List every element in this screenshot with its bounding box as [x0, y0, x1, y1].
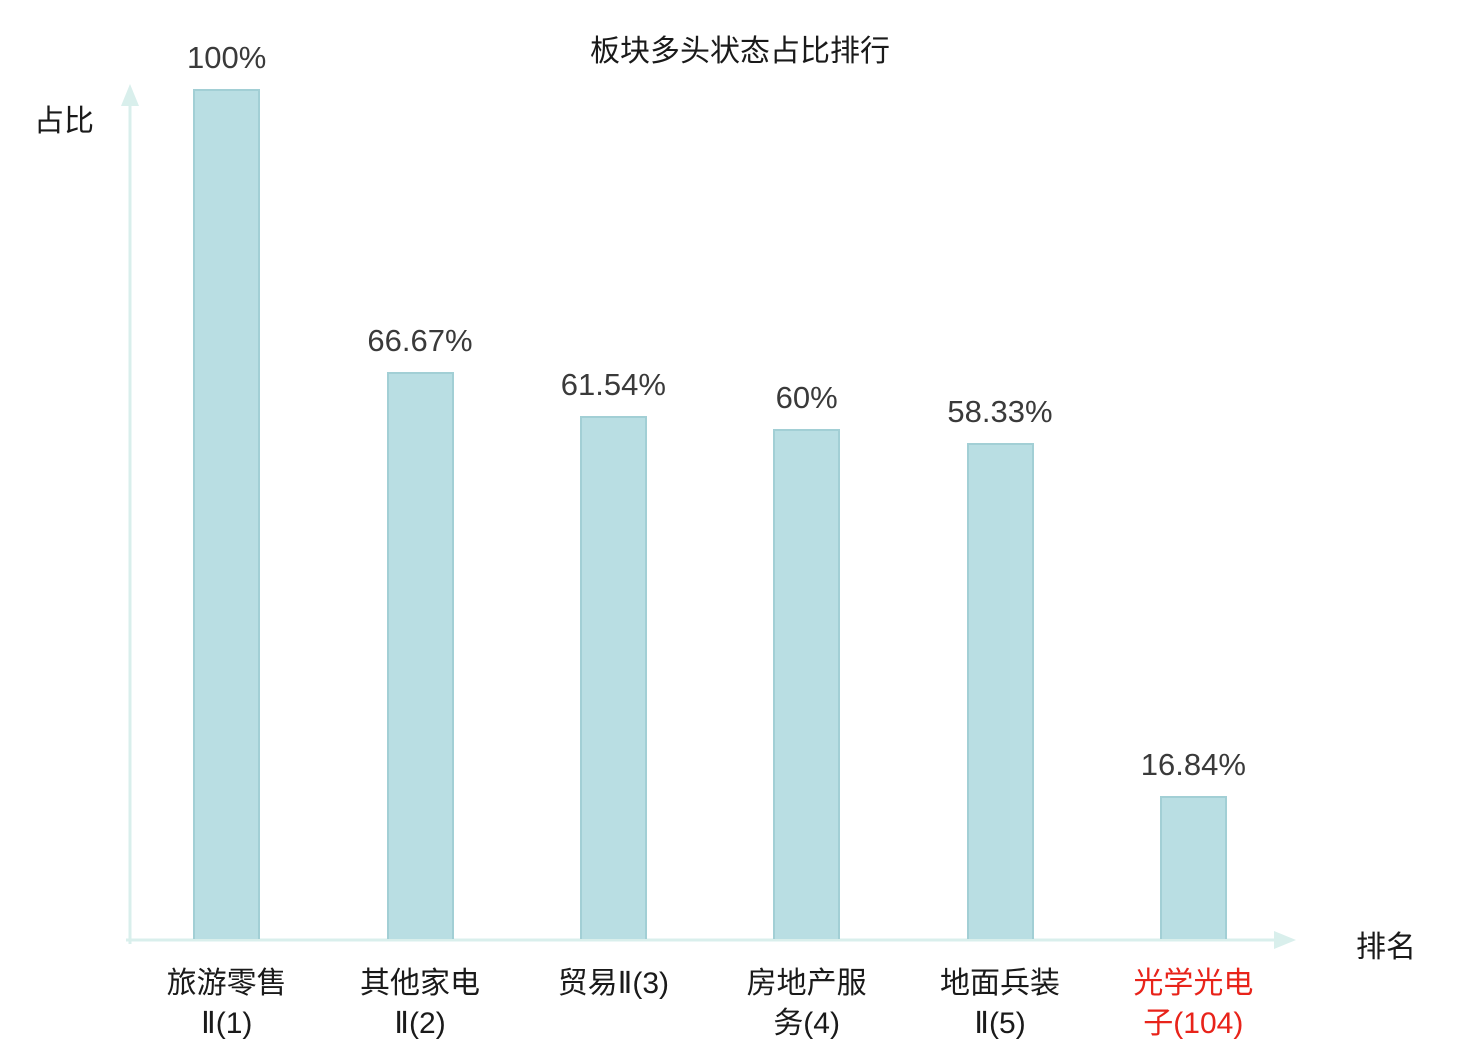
bar-value-label: 61.54%: [560, 367, 666, 402]
bar-category-label: 地面兵装 Ⅱ(5): [940, 967, 1060, 1040]
bar-value-label: 100%: [187, 40, 267, 75]
bar[interactable]: [386, 372, 454, 939]
bar-category-label: 旅游零售 Ⅱ(1): [166, 967, 287, 1040]
bar[interactable]: [966, 443, 1034, 939]
bar-category-label: 房地产服 务(4): [746, 967, 867, 1040]
bar-category-label: 其他家电 Ⅱ(2): [360, 967, 480, 1040]
bar[interactable]: [773, 429, 841, 939]
chart-title: 板块多头状态占比排行: [590, 35, 890, 68]
bar-value-label: 66.67%: [367, 323, 473, 358]
x-axis-label: 排名: [1356, 931, 1416, 964]
bar-category-label: 贸易Ⅱ(3): [557, 967, 670, 1000]
bar-value-label: 58.33%: [947, 394, 1053, 429]
bar[interactable]: [579, 416, 647, 939]
bar-value-label: 60%: [775, 380, 838, 415]
y-axis-label: 占比: [34, 105, 94, 138]
bar-category-label: 光学光电 子(104): [1133, 967, 1254, 1040]
bar-value-label: 16.84%: [1140, 747, 1246, 782]
bar[interactable]: [1159, 796, 1227, 939]
bar[interactable]: [193, 89, 261, 939]
